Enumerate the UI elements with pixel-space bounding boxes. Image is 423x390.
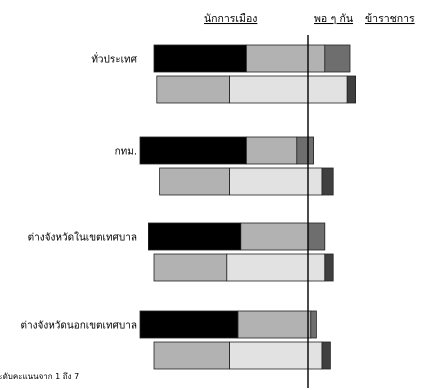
bar-lower-1-1 bbox=[229, 167, 323, 196]
bar-lower-3-1 bbox=[229, 341, 323, 370]
legend: นักการเมือง พอ ๆ กัน ข้าราชการ bbox=[204, 12, 415, 25]
bar-upper-2-0 bbox=[147, 222, 242, 251]
bar-upper-1-1 bbox=[245, 136, 298, 165]
bar-upper-2-2 bbox=[307, 222, 326, 251]
bar-upper-0-0 bbox=[153, 44, 247, 73]
bar-upper-1-0 bbox=[139, 136, 247, 165]
scale-note: ระดับคะแนนจาก 1 ถึง 7 bbox=[0, 372, 79, 381]
bar-lower-0-2 bbox=[346, 75, 357, 104]
bar-upper-1-2 bbox=[296, 136, 314, 165]
bar-lower-2-1 bbox=[226, 253, 326, 282]
bar-upper-3-1 bbox=[237, 310, 312, 339]
bar-lower-3-2 bbox=[321, 341, 331, 370]
bar-upper-3-2 bbox=[310, 310, 317, 339]
legend-entry-officials: ข้าราชการ bbox=[365, 13, 415, 25]
category-label-1: กทม. bbox=[115, 147, 137, 158]
bar-lower-0-1 bbox=[229, 75, 348, 104]
bar-lower-0-0 bbox=[156, 75, 231, 104]
category-label-2: ต่างจังหวัดในเขตเทศบาล bbox=[28, 232, 137, 244]
legend-entry-equal: พอ ๆ กัน bbox=[314, 13, 353, 25]
bar-lower-1-0 bbox=[159, 167, 231, 196]
bar-upper-2-1 bbox=[240, 222, 309, 251]
bar-lower-2-2 bbox=[324, 253, 334, 282]
bar-lower-3-0 bbox=[153, 341, 230, 370]
category-label-3: ต่างจังหวัดนอกเขตเทศบาล bbox=[20, 321, 137, 332]
bar-lower-1-2 bbox=[321, 167, 334, 196]
bar-upper-0-2 bbox=[324, 44, 351, 73]
bar-upper-3-0 bbox=[139, 310, 239, 339]
bar-upper-0-1 bbox=[245, 44, 326, 73]
plot-area bbox=[139, 44, 357, 370]
category-label-0: ทั่วประเทศ bbox=[91, 52, 137, 66]
bar-lower-2-0 bbox=[153, 253, 228, 282]
legend-entry-politicians: นักการเมือง bbox=[204, 12, 257, 25]
